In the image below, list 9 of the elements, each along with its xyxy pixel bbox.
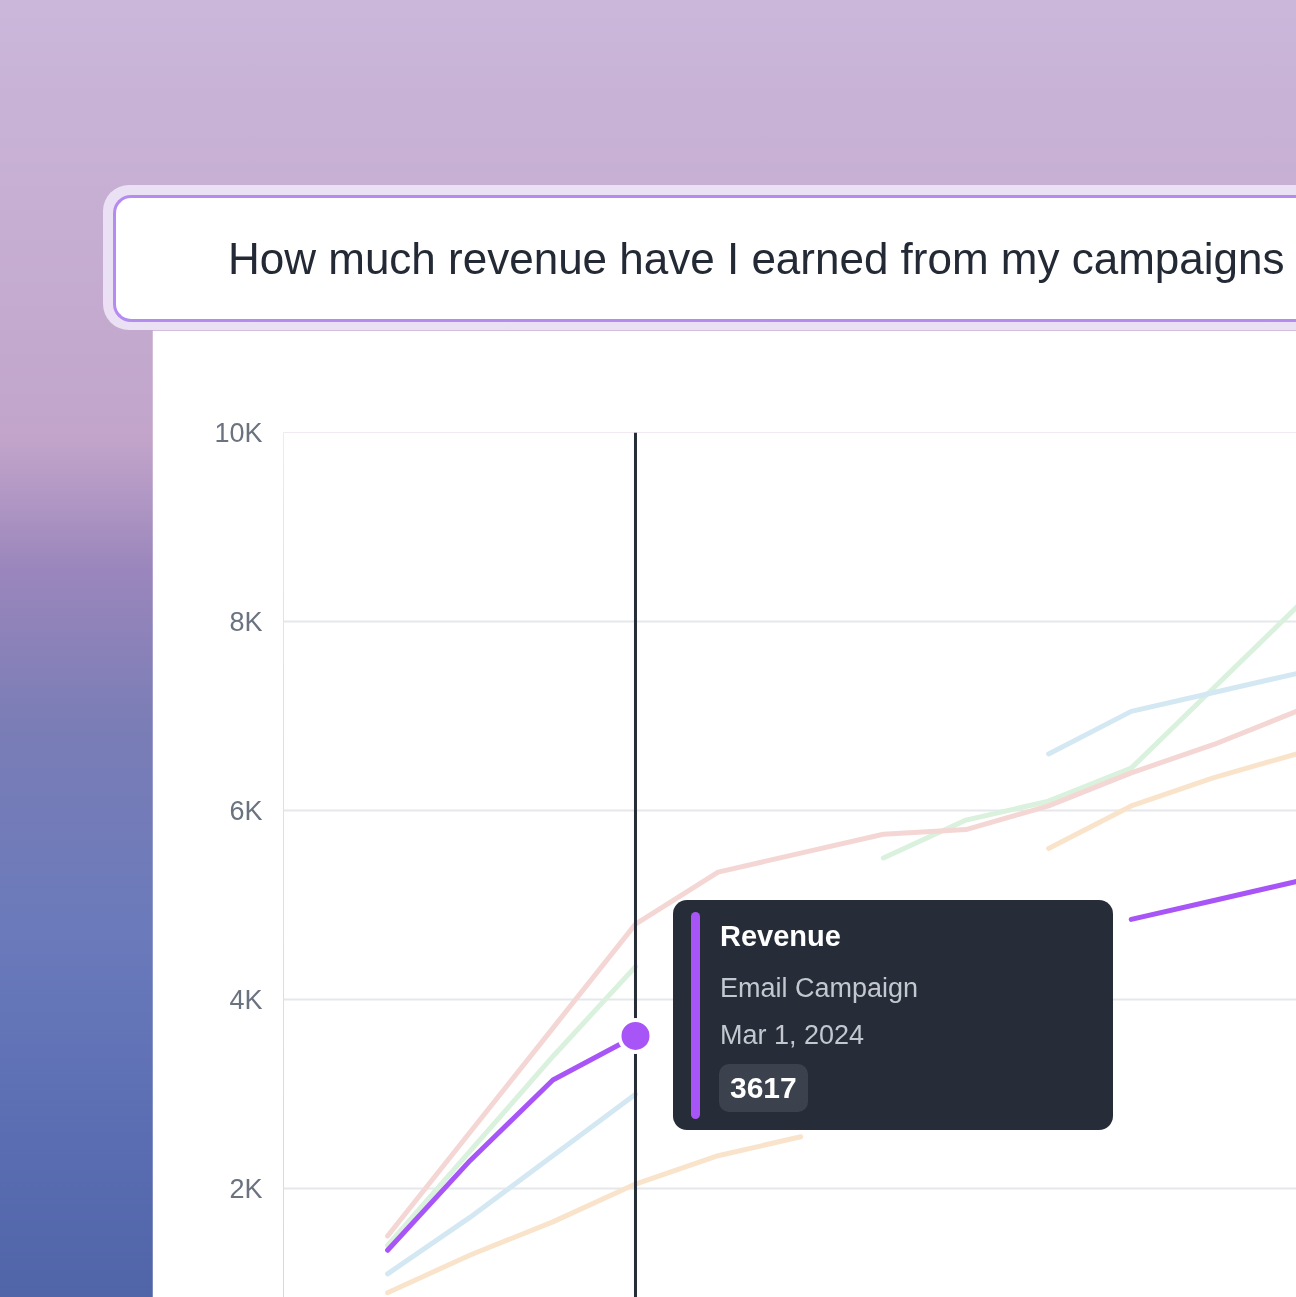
y-tick-label: 8K [229,606,263,637]
y-tick-label: 6K [229,795,263,826]
y-tick-label: 2K [229,1173,263,1204]
y-tick-label: 4K [229,984,263,1015]
annotation: Mar 1, 2024 [720,1020,865,1051]
text: Email Campaign [720,973,919,1004]
y-tick-label: 10K [214,417,263,448]
annotation: 3617 [730,1070,797,1107]
annotation: Revenue [720,920,841,953]
